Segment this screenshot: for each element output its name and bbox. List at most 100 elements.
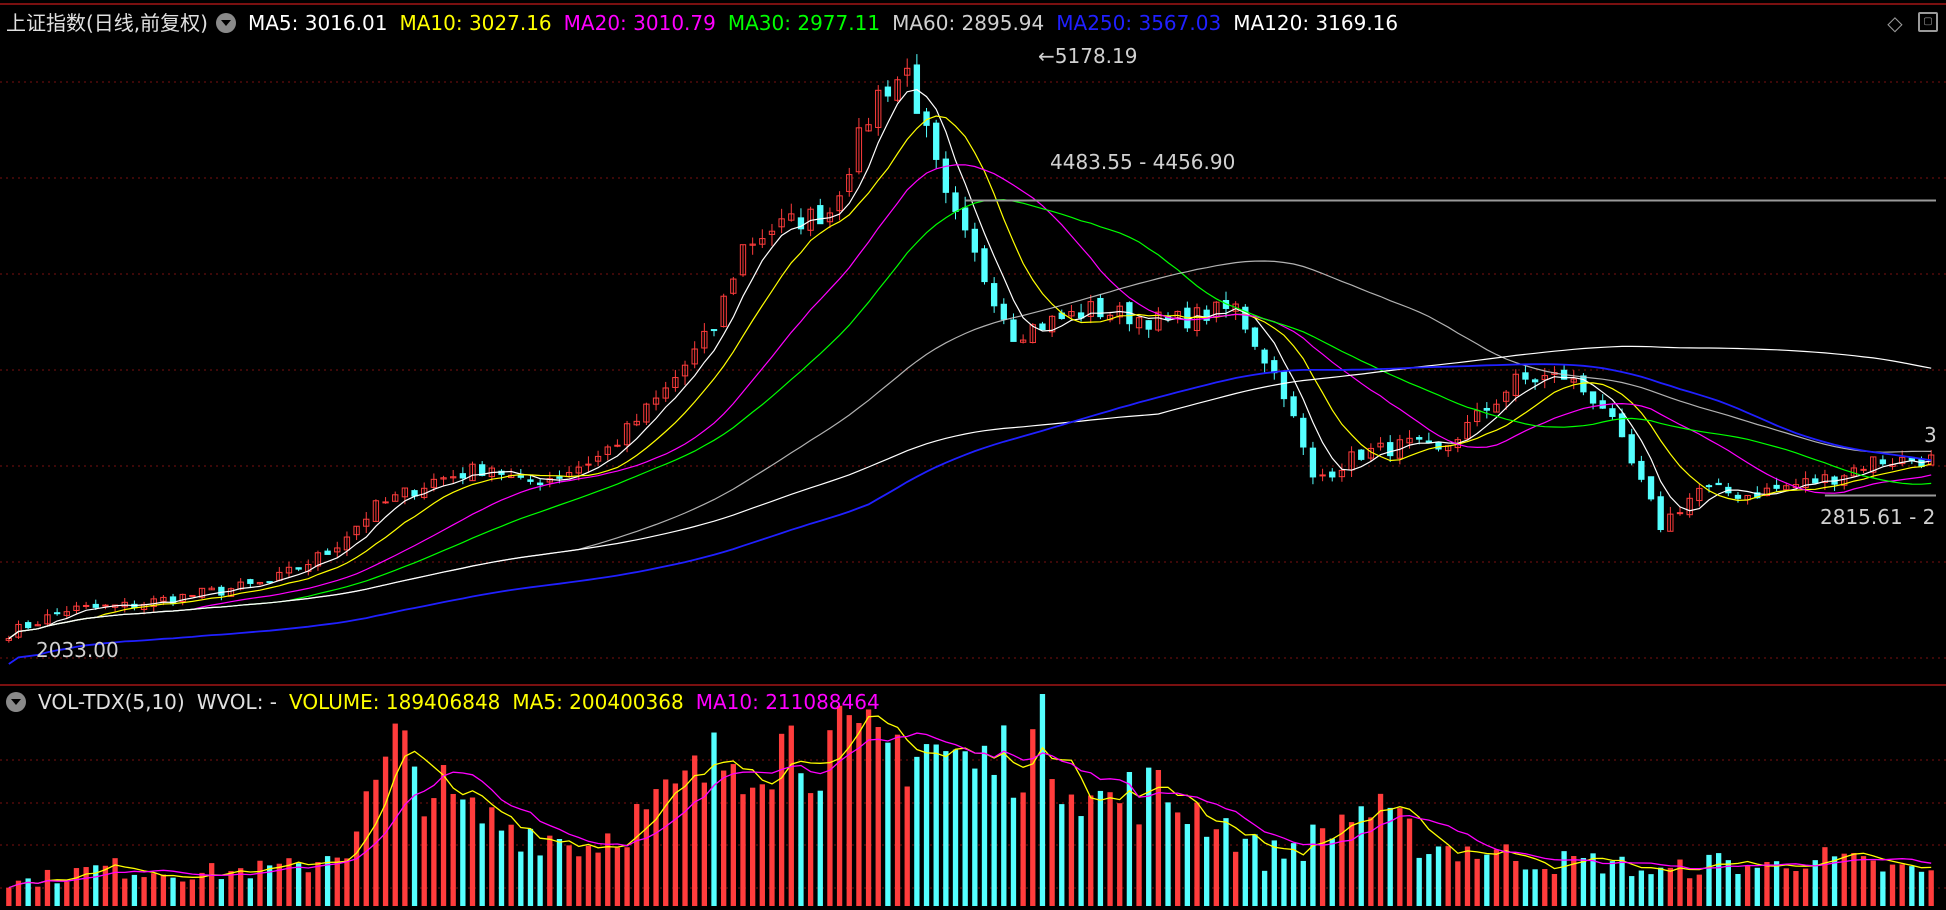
volume-bar [721,770,727,906]
maximize-icon[interactable]: ▢ [1918,12,1938,32]
candle-body [121,601,128,608]
volume-bar [1387,807,1393,906]
volume-ma10-line [8,732,1932,889]
volume-bar [701,782,708,906]
volume-bar [6,887,12,906]
volume-bar [1146,767,1152,906]
candle-body [846,174,853,192]
candle-body [1261,349,1268,364]
volume-bar [431,798,437,906]
candle-body [739,244,747,276]
volume-bar [1068,794,1075,906]
volume-bar [1117,803,1123,906]
candle-body [1522,372,1529,380]
candle-body [952,192,959,212]
volume-bar [1010,797,1017,906]
volume-bar [1715,853,1722,906]
candle-body [768,230,776,235]
volume-bar [527,828,534,906]
volume-bar [1561,851,1567,906]
candle-body [1589,391,1597,404]
volume-bar [933,744,939,906]
volume-bar [1735,873,1741,906]
volume-bar [1204,836,1210,906]
candle-body [1618,413,1626,438]
volume-bar [479,823,485,906]
candle-body [1638,460,1645,480]
indicator-ma10: MA10: 3027.16 [399,11,552,35]
candle-body [710,329,718,332]
candlesticks [5,54,1935,643]
candle-body [179,593,186,602]
volume-bar [1223,818,1229,906]
indicator-ma60: MA60: 2895.94 [892,11,1045,35]
candle-body [1329,471,1336,478]
volume-bar [266,865,273,906]
volume-bar [1638,870,1645,906]
volume-bar [759,784,765,906]
volume-bar [576,856,582,906]
volume-bar [180,881,186,906]
candle-body [1657,496,1664,531]
candle-body [865,124,872,132]
volume-bar [1426,854,1432,906]
volume-bar [450,793,456,906]
candle-body [1628,434,1635,464]
candle-body [1841,475,1848,486]
volume-bar [508,824,514,906]
indicator-ma20: MA20: 3010.79 [563,11,716,35]
volume-bar [856,723,862,906]
volume-bar [537,855,543,906]
candle-body [1242,306,1249,330]
volume-bar [1001,725,1007,906]
volume-bar [1600,873,1606,906]
volume-bar [1319,828,1326,906]
volume-bar [102,865,109,906]
candle-body [314,552,322,567]
candle-body [363,518,370,527]
diamond-icon[interactable]: ◇ [1887,11,1903,35]
volume-bar [1696,874,1702,906]
candle-body [662,387,669,399]
chevron-down-icon[interactable] [215,13,236,33]
volume-bar [382,756,389,906]
volume-bar [440,765,447,906]
volume-bar [1851,852,1857,906]
volume-bar [460,799,466,906]
volume-bar [769,789,775,906]
annotation-marks [965,199,1936,497]
volume-bar [1030,729,1036,906]
candle-body [401,487,409,498]
volume-bar [1377,793,1384,906]
candle-body [1802,478,1809,488]
volume-bar [1687,878,1693,906]
chevron-down-icon[interactable] [6,692,26,712]
volume-bar [1474,858,1480,906]
candle-body [517,475,524,478]
volume-bar [1551,873,1558,906]
volume-bar [1773,861,1780,906]
volume-bar [160,874,167,906]
high-label: ←5178.19 [1038,44,1138,68]
candle-body [24,622,32,629]
volume-bar [286,858,292,906]
volume-bar [64,881,70,906]
volume-bar [1368,817,1374,906]
volume-bar [1783,868,1789,906]
volume-bar [1088,795,1094,906]
candle-body [962,207,969,231]
candle-body [1319,474,1326,477]
candle-body [1502,391,1510,402]
volume-bar [914,756,920,906]
volume-bar [1213,829,1219,906]
volume-bar [122,878,128,906]
ma-line-ma20 [8,164,1932,640]
volume-bar [189,879,196,906]
volume-value: VOLUME: 189406848 [289,690,501,714]
volume-bar [1822,847,1828,906]
volume-bar [1658,867,1664,906]
candle-body [295,567,302,570]
volume-bar [1889,864,1896,906]
volume-bar [1870,860,1876,906]
